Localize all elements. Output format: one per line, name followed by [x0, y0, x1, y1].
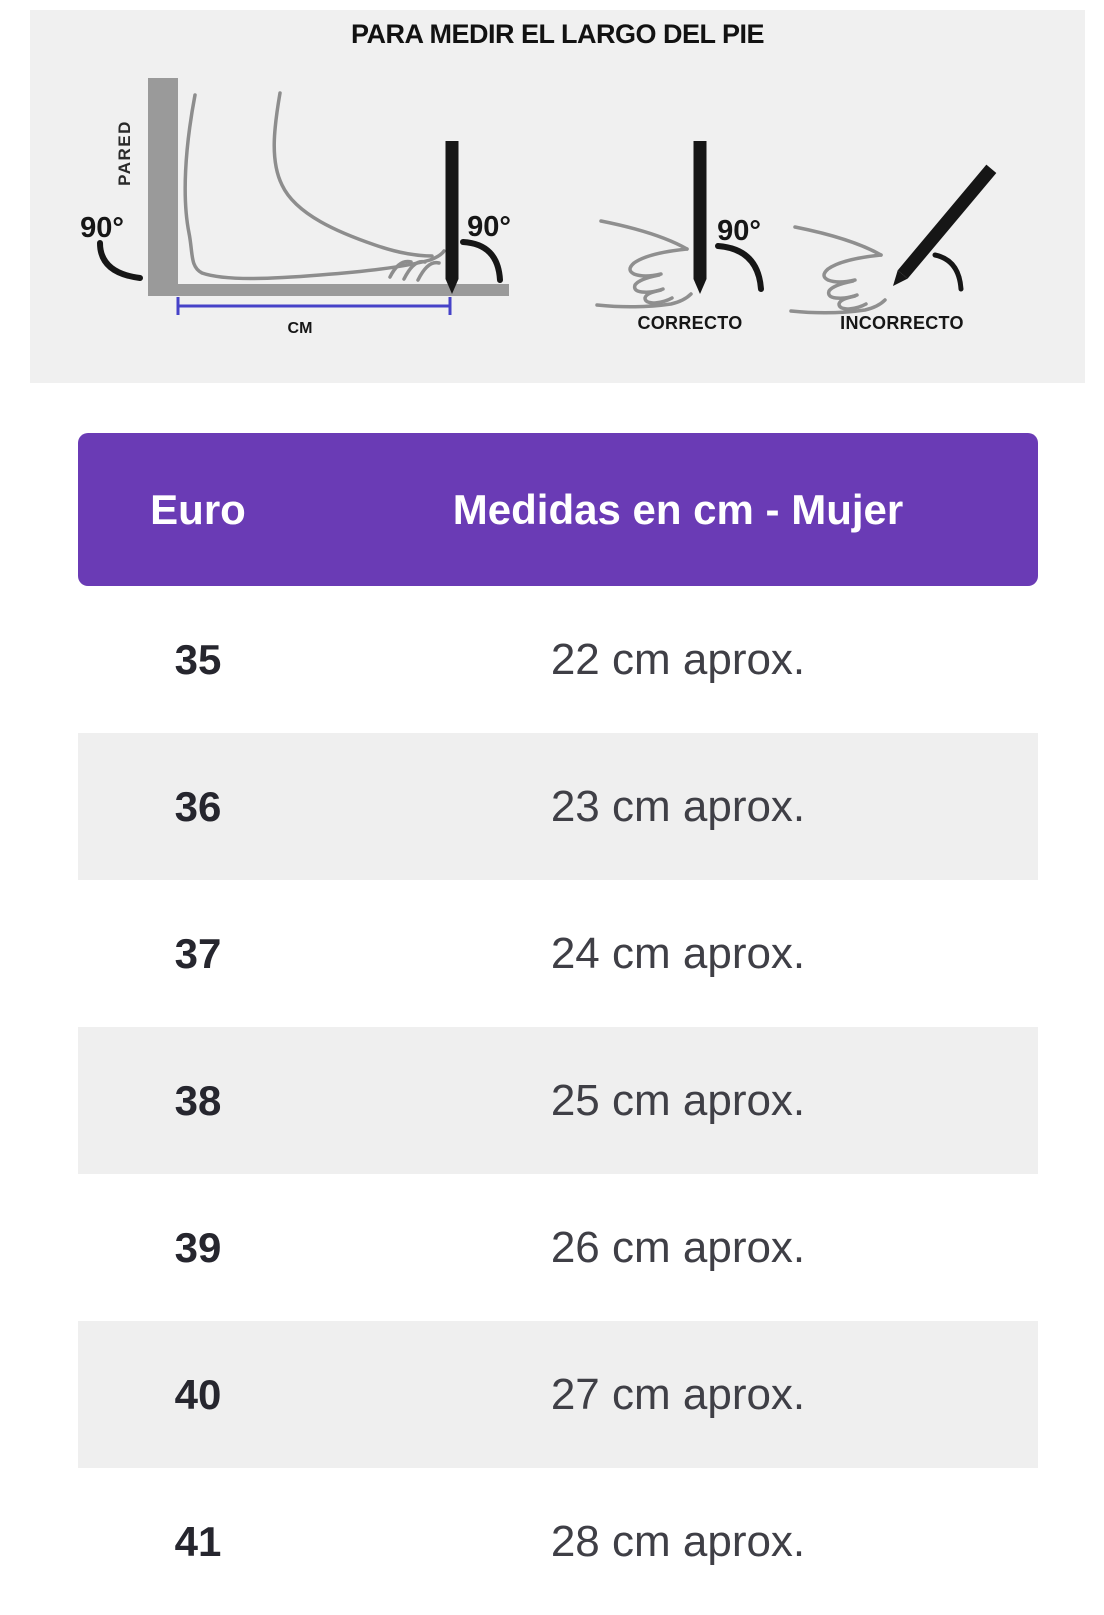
cm-value: 23 cm aprox. [550, 781, 806, 831]
table-row: 36 23 cm aprox. [78, 733, 1038, 880]
angle-arc-incorrect [932, 252, 964, 292]
table-row: 40 27 cm aprox. [78, 1321, 1038, 1468]
table-row: 39 26 cm aprox. [78, 1174, 1038, 1321]
hand-incorrect [789, 225, 887, 315]
pencil-vertical-icon [693, 141, 707, 294]
incorrect-caption: INCORRECTO [840, 313, 964, 333]
angle-arc-pencil [460, 239, 503, 283]
shoe-size-table: Euro Medidas en cm - Mujer 35 22 cm apro… [78, 433, 1038, 1615]
hand-correct [595, 219, 693, 309]
euro-size: 41 [174, 1517, 222, 1565]
angle-label-pencil: 90° [467, 211, 511, 243]
cm-measure-line [176, 297, 452, 315]
floor-bar [148, 284, 509, 296]
table-row: 38 25 cm aprox. [78, 1027, 1038, 1174]
wall-label: PARED [115, 120, 134, 186]
wall-foot-diagram: PARED 90° 90° CM [80, 78, 511, 337]
euro-size: 40 [174, 1370, 222, 1418]
foot-measuring-diagram: PARED 90° 90° CM [80, 78, 997, 337]
table-row: 37 24 cm aprox. [78, 880, 1038, 1027]
correct-caption: CORRECTO [637, 313, 742, 333]
cm-value: 26 cm aprox. [550, 1222, 806, 1272]
wall-bar [148, 78, 178, 296]
cm-value: 24 cm aprox. [550, 928, 806, 978]
euro-size: 37 [174, 929, 222, 977]
cm-value: 28 cm aprox. [550, 1516, 806, 1566]
cm-value: 22 cm aprox. [550, 634, 806, 684]
guide-title: PARA MEDIR EL LARGO DEL PIE [350, 19, 765, 49]
pencil-tilted-icon [888, 164, 997, 291]
size-table-header: Euro Medidas en cm - Mujer [78, 433, 1038, 586]
foot-measuring-guide-panel: PARA MEDIR EL LARGO DEL PIE PARED [30, 10, 1085, 383]
angle-label-wall: 90° [80, 212, 124, 244]
cm-value: 25 cm aprox. [550, 1075, 806, 1125]
header-medidas: Medidas en cm - Mujer [452, 485, 904, 533]
cm-value: 27 cm aprox. [550, 1369, 806, 1419]
incorrect-pencil-diagram: INCORRECTO [789, 164, 997, 333]
euro-size: 35 [174, 635, 222, 683]
euro-size: 36 [174, 782, 222, 830]
header-euro: Euro [150, 485, 246, 533]
euro-size: 38 [174, 1076, 222, 1124]
size-table-rows: 35 22 cm aprox. 36 23 cm aprox. 37 24 cm… [78, 586, 1038, 1615]
angle-label-correct: 90° [717, 215, 761, 247]
cm-label: CM [288, 320, 313, 337]
correct-pencil-diagram: 90° CORRECTO [595, 141, 764, 333]
foot-outline [183, 91, 446, 282]
table-row: 41 28 cm aprox. [78, 1468, 1038, 1615]
euro-size: 39 [174, 1223, 222, 1271]
angle-arc-correct [715, 243, 764, 292]
measuring-pencil-icon [445, 141, 459, 294]
angle-arc-wall [97, 240, 143, 281]
table-row: 35 22 cm aprox. [78, 586, 1038, 733]
